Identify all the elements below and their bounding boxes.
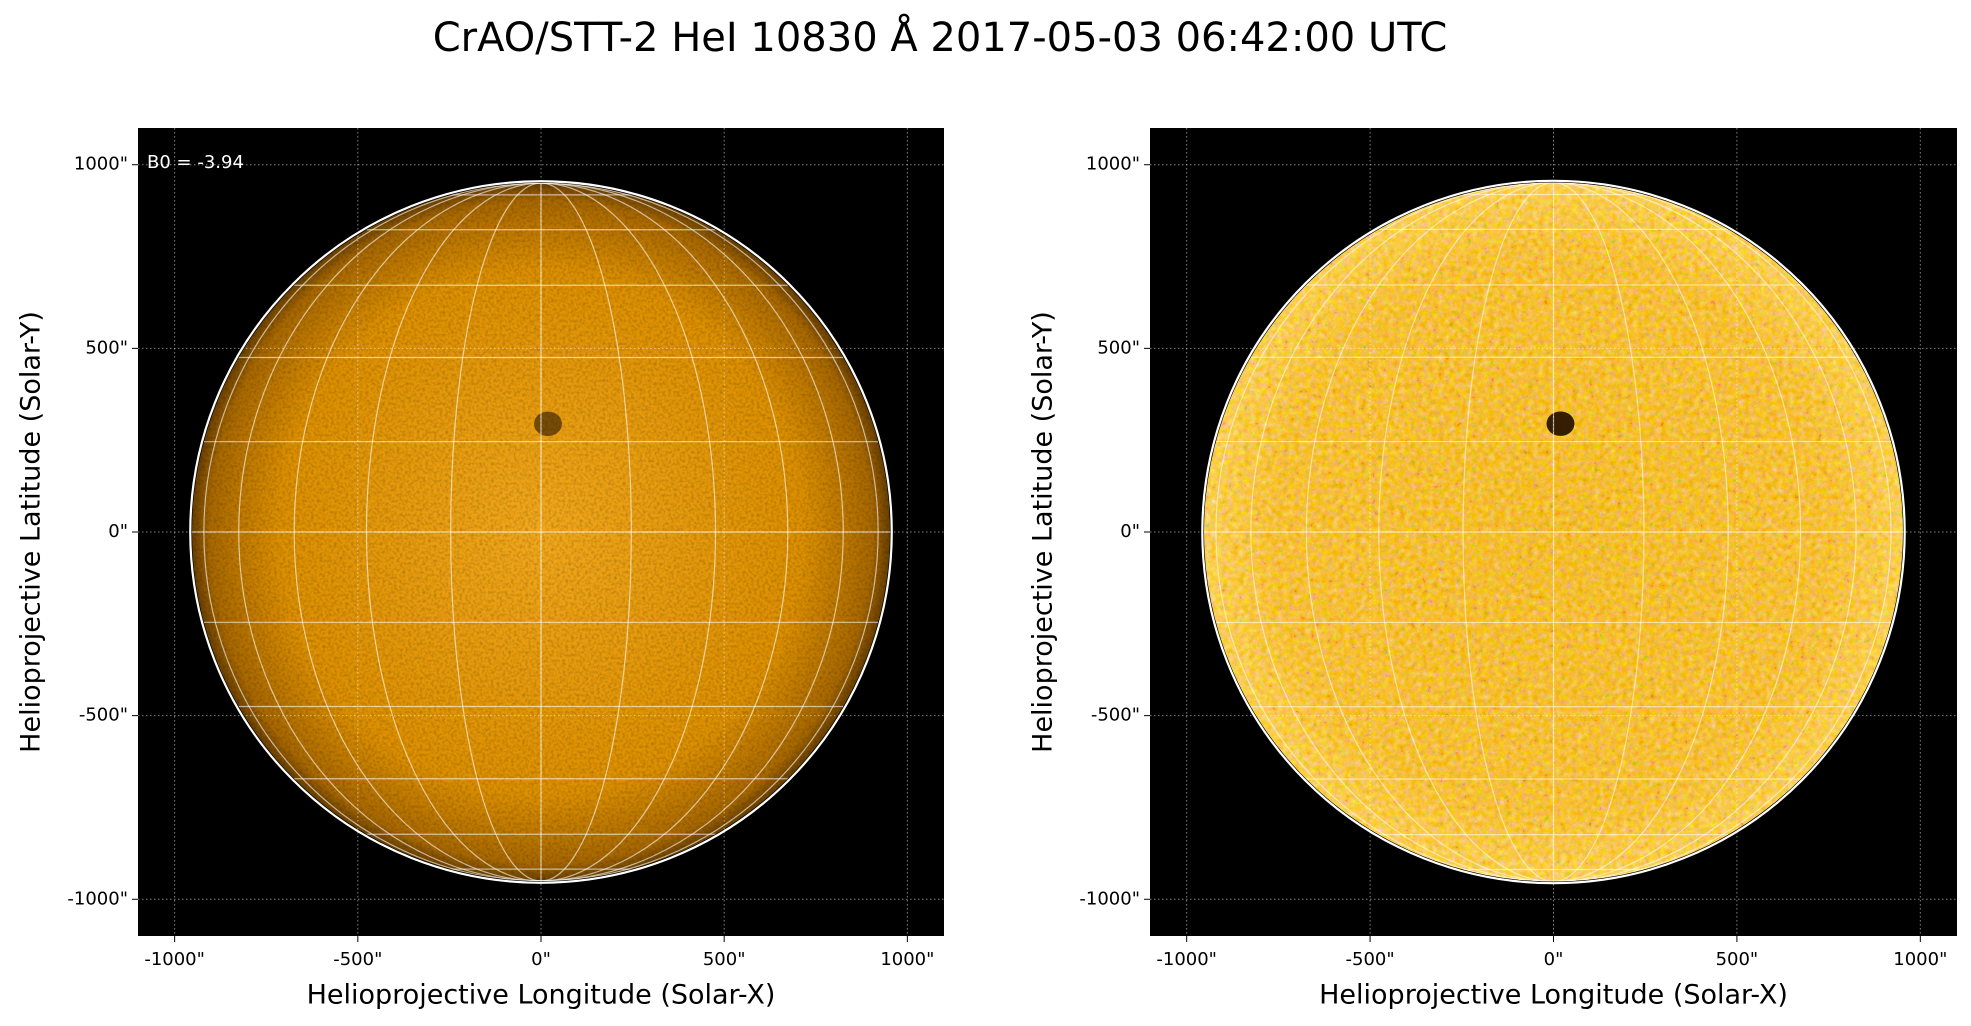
annotation: B0 = -3.94: [147, 152, 244, 173]
y-axis-label: Helioprojective Latitude (Solar-Y): [1028, 311, 1059, 753]
y-tick-label: 1000": [74, 154, 128, 175]
y-tick-label: -1000": [67, 888, 128, 909]
y-tick-label: 0": [108, 521, 128, 542]
y-tick-label: 500": [85, 337, 128, 358]
y-axis-label: Helioprojective Latitude (Solar-Y): [16, 311, 47, 753]
x-tick-label: -1000": [144, 949, 205, 970]
y-tick-label: -500": [79, 705, 128, 726]
x-tick-label: -500": [333, 949, 382, 970]
y-tick-label: 1000": [1086, 154, 1140, 175]
x-tick-label: 1000": [1893, 949, 1947, 970]
x-tick-label: 1000": [880, 949, 934, 970]
x-tick-label: 500": [703, 949, 746, 970]
x-tick-label: -1000": [1156, 949, 1217, 970]
x-axis-label: Helioprojective Longitude (Solar-X): [307, 980, 776, 1011]
y-tick-label: 500": [1097, 337, 1140, 358]
active-region: [534, 411, 562, 437]
panel: -1000" -500" 0" 500" 1000" -1000" -500" 0" 500" 1…: [16, 128, 944, 1011]
figure-title: CrAO/STT-2 HeI 10830 Å 2017-05-03 06:42:…: [433, 13, 1448, 61]
x-axis-label: Helioprojective Longitude (Solar-X): [1319, 980, 1788, 1011]
x-tick-label: 500": [1716, 949, 1759, 970]
y-tick-label: -1000": [1079, 888, 1140, 909]
x-tick-label: 0": [531, 949, 551, 970]
y-tick-label: -500": [1091, 705, 1140, 726]
x-tick-label: -500": [1346, 949, 1395, 970]
y-tick-label: 0": [1120, 521, 1140, 542]
x-tick-label: 0": [1544, 949, 1564, 970]
active-region: [1546, 411, 1575, 436]
panel: -1000" -500" 0" 500" 1000" -1000" -500" 0" 500" 1…: [1028, 128, 1957, 1011]
